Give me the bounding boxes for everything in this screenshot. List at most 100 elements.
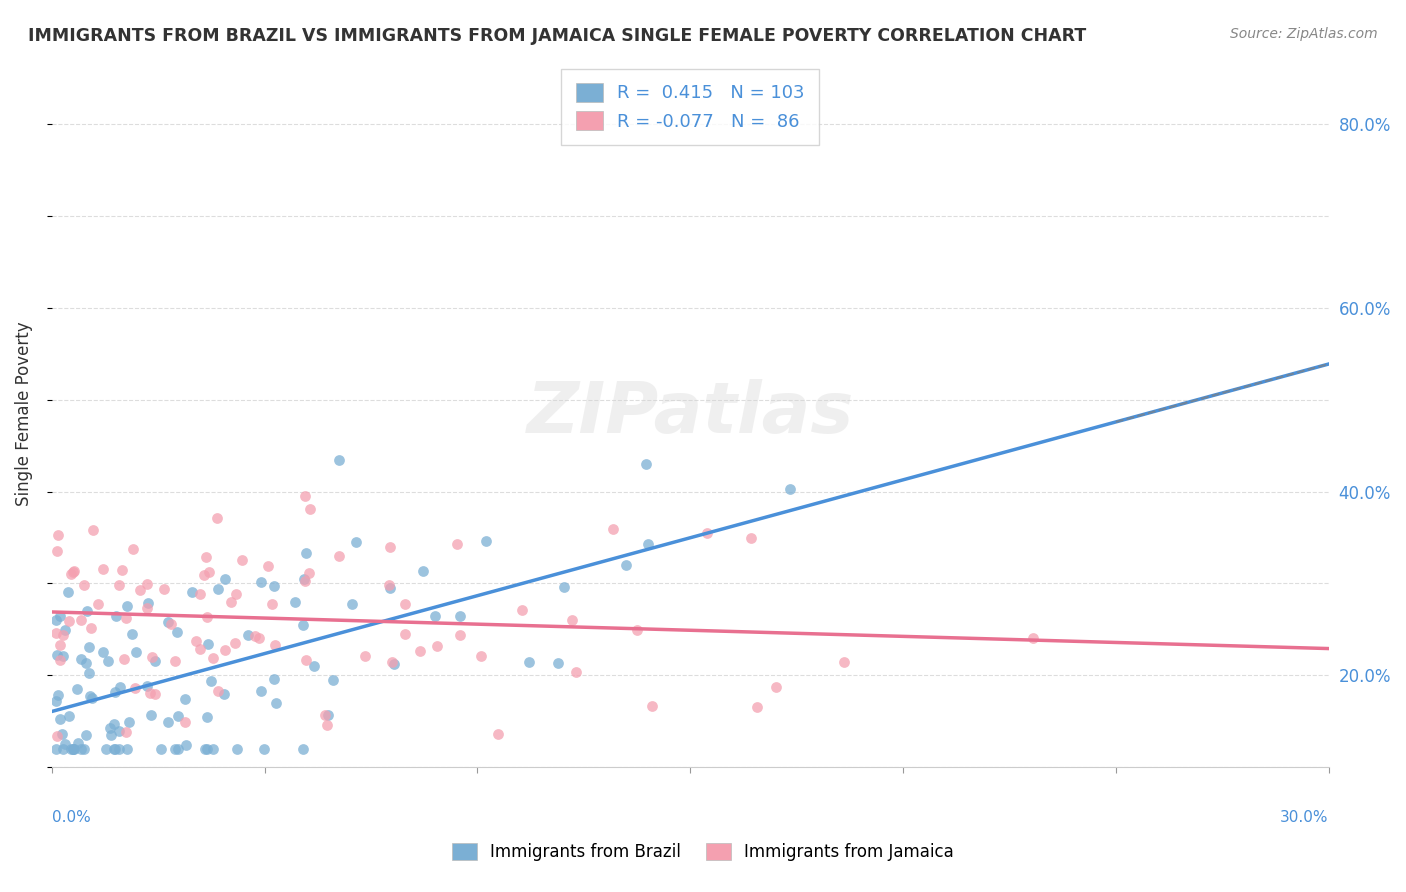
Point (76, 603, 98, 617)
Point (149, 742, 172, 756)
Point (262, 597, 284, 611)
Point (60, 742, 83, 756)
Point (94, 742, 117, 756)
Point (48, 712, 70, 726)
Point (409, 643, 432, 657)
Point (565, 665, 588, 679)
Point (264, 696, 287, 710)
Point (62, 742, 84, 756)
Point (69, 742, 91, 756)
Point (118, 715, 141, 730)
Point (207, 582, 229, 596)
Point (75, 656, 97, 670)
Point (636, 457, 658, 471)
Point (69, 652, 91, 666)
Y-axis label: Single Female Poverty: Single Female Poverty (15, 321, 32, 506)
Point (201, 742, 224, 756)
Point (139, 686, 162, 700)
Point (52, 628, 75, 642)
Point (143, 687, 166, 701)
Point (510, 603, 533, 617)
Point (58, 709, 80, 723)
Point (63, 742, 86, 756)
Point (174, 691, 197, 706)
Point (394, 627, 416, 641)
Point (46, 729, 69, 743)
Point (87, 597, 110, 611)
Point (128, 583, 150, 598)
Point (46, 688, 69, 702)
Point (340, 597, 363, 611)
Point (62, 742, 84, 756)
Point (157, 715, 180, 730)
Point (62, 564, 84, 578)
Point (249, 684, 271, 698)
Point (52, 649, 75, 664)
Point (745, 699, 768, 714)
Point (121, 627, 143, 641)
Point (328, 453, 350, 467)
Point (93, 562, 115, 576)
Point (108, 578, 131, 592)
Point (470, 649, 492, 664)
Point (253, 742, 276, 756)
Point (107, 742, 129, 756)
Point (124, 645, 146, 659)
Point (200, 674, 222, 689)
Point (135, 679, 157, 693)
Point (298, 566, 321, 581)
Point (475, 533, 498, 548)
Point (104, 742, 127, 756)
Point (58, 614, 80, 628)
Point (225, 742, 247, 756)
Point (382, 657, 405, 671)
Point (425, 609, 447, 624)
Point (740, 531, 762, 545)
Point (52, 742, 75, 756)
Point (450, 609, 472, 624)
Point (49, 609, 72, 624)
Point (77, 640, 100, 655)
Point (184, 633, 207, 648)
Point (166, 625, 188, 640)
Point (193, 567, 215, 582)
Point (167, 708, 190, 723)
Point (316, 718, 339, 732)
Point (250, 574, 273, 589)
Point (561, 613, 583, 627)
Point (602, 522, 624, 536)
Point (79, 665, 101, 680)
Point (53, 624, 76, 638)
Point (163, 742, 186, 756)
Point (80, 621, 103, 635)
Point (198, 566, 221, 580)
Point (46, 648, 69, 663)
Point (328, 549, 350, 563)
Point (247, 631, 270, 645)
Point (59, 566, 82, 581)
Point (135, 577, 157, 591)
Point (190, 587, 212, 601)
Point (295, 652, 318, 666)
Point (103, 742, 125, 756)
Point (696, 525, 718, 540)
Point (779, 482, 801, 496)
Point (284, 594, 307, 608)
Point (294, 574, 316, 589)
Point (115, 742, 138, 756)
Point (224, 635, 246, 649)
Point (91, 645, 114, 659)
Point (103, 717, 125, 731)
Point (104, 685, 127, 699)
Point (53, 737, 76, 751)
Point (314, 708, 336, 723)
Point (486, 727, 509, 741)
Point (381, 655, 404, 669)
Point (66, 736, 89, 750)
Legend: R =  0.415   N = 103, R = -0.077   N =  86: R = 0.415 N = 103, R = -0.077 N = 86 (561, 69, 820, 145)
Point (378, 541, 401, 555)
Point (214, 572, 236, 586)
Point (832, 655, 855, 669)
Point (46, 543, 69, 558)
Point (181, 584, 204, 599)
